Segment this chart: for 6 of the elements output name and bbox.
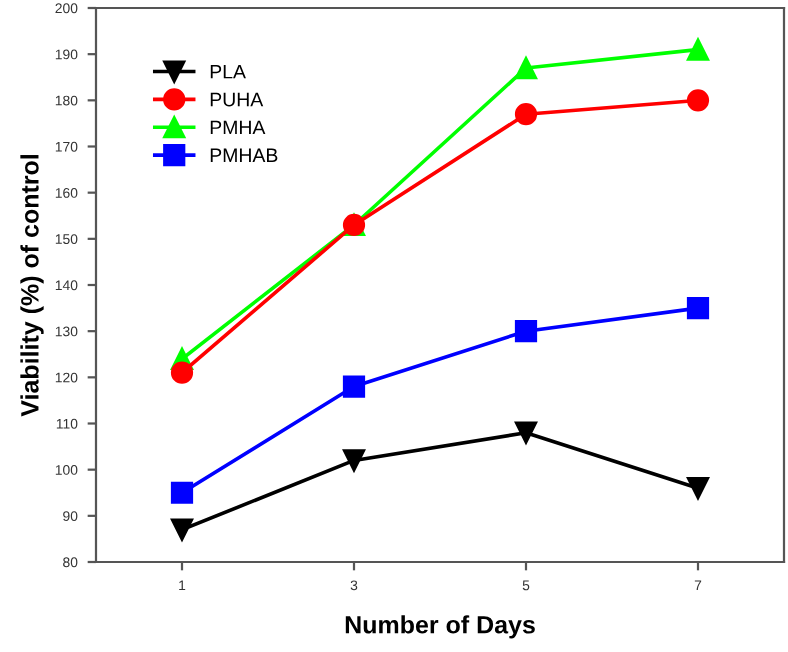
- legend-label: PLA: [210, 64, 246, 79]
- y-axis-title: Viability (%) of control: [20, 155, 44, 417]
- x-axis-title: Number of Days: [345, 615, 535, 639]
- legend-label: PMHAB: [210, 148, 278, 162]
- legend-label: PUHA: [210, 92, 264, 107]
- legend-label: PMHA: [210, 120, 266, 135]
